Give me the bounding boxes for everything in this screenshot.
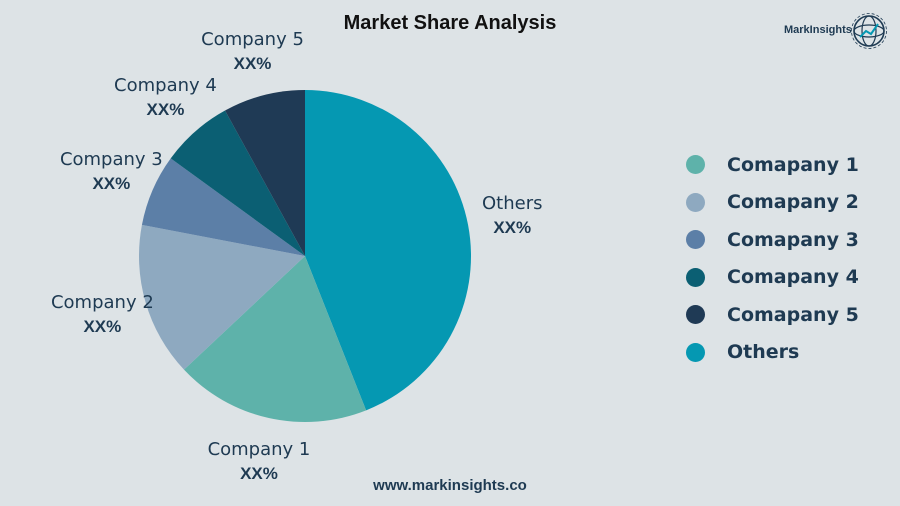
slice-label-name: Company 5 <box>201 28 304 50</box>
slice-label: Company 4 XX% <box>95 74 235 122</box>
slice-label-value: XX% <box>493 218 532 238</box>
legend-item: Comapany 2 <box>686 184 859 222</box>
legend-swatch <box>686 230 705 250</box>
slice-label-name: Company 3 <box>59 149 163 171</box>
slice-label-value: XX% <box>83 316 122 336</box>
pie-slice-company-3 <box>141 158 305 256</box>
chart-title: Market Share Analysis <box>343 12 557 34</box>
brand-logo: MarkInsights <box>780 12 890 50</box>
legend-swatch <box>686 267 705 287</box>
slice-label-name: Company 1 <box>207 438 311 460</box>
legend-item: Comapany 3 <box>686 221 859 259</box>
legend-label: Comapany 2 <box>727 191 859 214</box>
slice-label-name: Company 4 <box>114 74 217 96</box>
pie-slice-company-4 <box>170 110 305 257</box>
slice-label: Company 1 XX% <box>189 438 329 486</box>
slice-label-value: XX% <box>233 53 272 73</box>
pie-slice-others <box>305 90 472 411</box>
legend: Comapany 1 Comapany 2 Comapany 3 Comapany 4… <box>686 146 859 371</box>
footer-url: www.markinsights.co <box>373 477 527 494</box>
pie-slice-company-2 <box>139 224 305 370</box>
slice-label-name: Others <box>482 193 543 215</box>
legend-item: Comapany 1 <box>686 146 859 184</box>
legend-label: Comapany 3 <box>727 228 859 251</box>
legend-label: Comapany 1 <box>727 153 859 176</box>
legend-item: Comapany 5 <box>686 296 859 334</box>
slice-label: Company 5 XX% <box>183 28 323 76</box>
legend-swatch <box>686 305 705 325</box>
legend-label: Comapany 5 <box>727 303 859 326</box>
slice-label: Others XX% <box>442 192 582 240</box>
legend-swatch <box>686 155 705 175</box>
slice-label-value: XX% <box>240 463 278 483</box>
slice-label-value: XX% <box>146 99 185 119</box>
legend-item: Comapany 4 <box>686 259 859 297</box>
legend-swatch <box>686 342 705 362</box>
pie-slice-company-1 <box>183 256 367 422</box>
legend-swatch <box>686 192 705 212</box>
slice-label-name: Company 2 <box>50 291 154 313</box>
slice-label: Company 2 XX% <box>32 291 172 339</box>
globe-chart-icon <box>851 13 887 49</box>
pie-slice-company-5 <box>225 90 305 256</box>
legend-label: Others <box>727 341 800 364</box>
slice-label: Company 3 XX% <box>41 148 181 196</box>
legend-label: Comapany 4 <box>727 266 859 289</box>
slice-label-value: XX% <box>92 174 131 194</box>
legend-item: Others <box>686 334 859 372</box>
brand-name: MarkInsights <box>784 24 852 36</box>
